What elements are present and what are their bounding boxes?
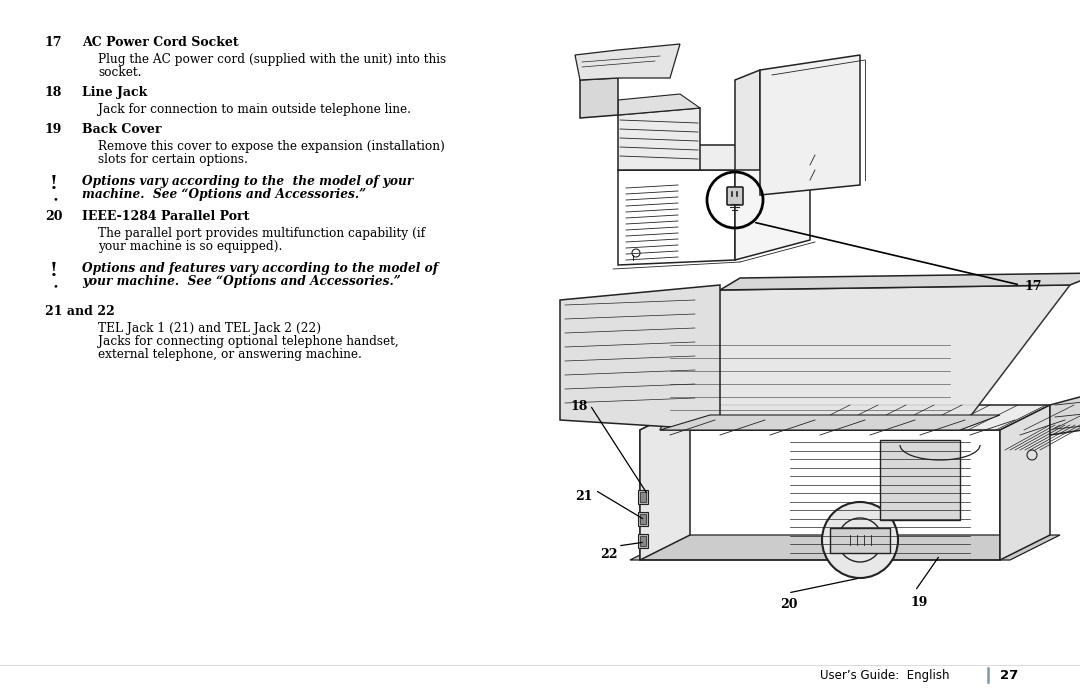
Text: slots for certain options.: slots for certain options. — [98, 153, 248, 166]
Polygon shape — [760, 55, 860, 195]
Text: Remove this cover to expose the expansion (installation): Remove this cover to expose the expansio… — [98, 140, 445, 153]
Bar — [638, 490, 648, 504]
FancyBboxPatch shape — [727, 187, 743, 205]
Polygon shape — [580, 78, 618, 118]
Text: Jack for connection to main outside telephone line.: Jack for connection to main outside tele… — [98, 103, 411, 116]
Polygon shape — [630, 535, 1059, 560]
Polygon shape — [1050, 370, 1080, 435]
Text: 20: 20 — [780, 598, 797, 611]
Polygon shape — [618, 94, 700, 115]
Polygon shape — [720, 273, 1080, 290]
Circle shape — [822, 502, 897, 578]
Text: 27: 27 — [1000, 669, 1018, 682]
Bar — [638, 534, 648, 548]
Text: User’s Guide:  English: User’s Guide: English — [820, 669, 949, 682]
Text: !: ! — [50, 262, 58, 280]
Bar — [638, 512, 648, 526]
Bar — [640, 536, 646, 546]
Polygon shape — [1000, 405, 1050, 560]
Text: IEEE-1284 Parallel Port: IEEE-1284 Parallel Port — [82, 210, 249, 223]
Polygon shape — [618, 108, 700, 170]
Polygon shape — [618, 145, 810, 170]
Text: Line Jack: Line Jack — [82, 86, 147, 99]
Text: Options and features vary according to the model of: Options and features vary according to t… — [82, 262, 438, 275]
Text: machine.  See “Options and Accessories.”: machine. See “Options and Accessories.” — [82, 188, 366, 201]
Polygon shape — [561, 285, 720, 430]
Text: socket.: socket. — [98, 66, 141, 79]
Text: your machine is so equipped).: your machine is so equipped). — [98, 240, 282, 253]
Polygon shape — [640, 405, 690, 560]
Text: 21 and 22: 21 and 22 — [45, 305, 114, 318]
Text: Jacks for connecting optional telephone handset,: Jacks for connecting optional telephone … — [98, 335, 399, 348]
Polygon shape — [735, 145, 810, 260]
Bar — [640, 514, 646, 524]
Text: •: • — [52, 282, 58, 291]
Bar — [640, 492, 646, 502]
Text: external telephone, or answering machine.: external telephone, or answering machine… — [98, 348, 362, 361]
Text: TEL Jack 1 (21) and TEL Jack 2 (22): TEL Jack 1 (21) and TEL Jack 2 (22) — [98, 322, 321, 335]
Polygon shape — [660, 285, 1070, 430]
Text: 18: 18 — [570, 400, 588, 413]
Text: The parallel port provides multifunction capability (if: The parallel port provides multifunction… — [98, 227, 426, 240]
Text: 19: 19 — [45, 123, 63, 136]
Text: 17: 17 — [1024, 280, 1041, 293]
Bar — [880, 440, 960, 520]
Text: Back Cover: Back Cover — [82, 123, 162, 136]
Text: !: ! — [50, 175, 58, 193]
Polygon shape — [575, 44, 680, 80]
Text: •: • — [52, 195, 58, 204]
Polygon shape — [735, 70, 760, 170]
Text: Plug the AC power cord (supplied with the unit) into this: Plug the AC power cord (supplied with th… — [98, 53, 446, 66]
Text: AC Power Cord Socket: AC Power Cord Socket — [82, 36, 239, 49]
Text: 18: 18 — [45, 86, 63, 99]
Text: 17: 17 — [45, 36, 63, 49]
Text: 19: 19 — [910, 596, 928, 609]
FancyBboxPatch shape — [831, 528, 890, 553]
Polygon shape — [660, 415, 1000, 430]
Text: 20: 20 — [45, 210, 63, 223]
Text: Options vary according to the  the model of your: Options vary according to the the model … — [82, 175, 414, 188]
Text: 21: 21 — [575, 490, 593, 503]
Text: your machine.  See “Options and Accessories.”: your machine. See “Options and Accessori… — [82, 275, 401, 288]
Polygon shape — [640, 405, 1050, 430]
Text: 22: 22 — [600, 548, 618, 561]
